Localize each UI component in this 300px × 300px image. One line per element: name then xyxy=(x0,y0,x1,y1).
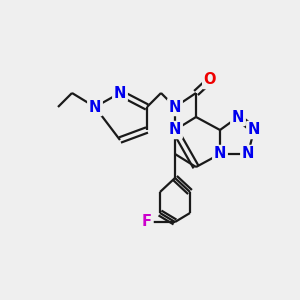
Text: N: N xyxy=(248,122,260,137)
Text: F: F xyxy=(142,214,152,230)
Text: N: N xyxy=(169,122,181,137)
Text: N: N xyxy=(232,110,244,124)
Text: N: N xyxy=(214,146,226,161)
Text: N: N xyxy=(89,100,101,115)
Text: N: N xyxy=(114,85,126,100)
Text: N: N xyxy=(169,100,181,115)
Text: O: O xyxy=(204,73,216,88)
Text: N: N xyxy=(242,146,254,161)
